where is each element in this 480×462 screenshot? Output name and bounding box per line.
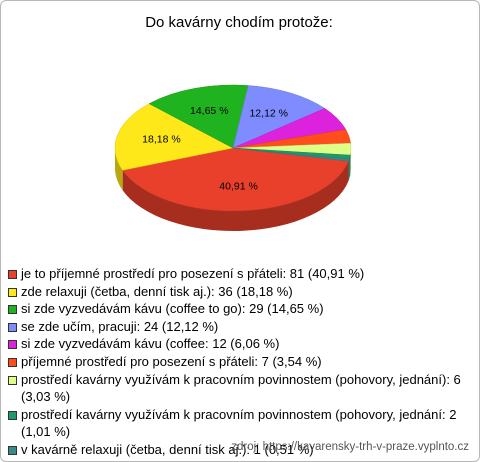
pie-slice-side: [122, 161, 349, 232]
legend-item: si zde vyzvedávám kávu (coffee: 12 (6,06…: [8, 335, 470, 353]
chart-title: Do kavárny chodím protože:: [145, 14, 333, 31]
legend-item: se zde učím, pracuji: 24 (12,12 %): [8, 318, 470, 336]
legend-swatch: [8, 445, 17, 455]
legend-label: se zde učím, pracuji: 24 (12,12 %): [21, 318, 219, 334]
legend-item: zde relaxuji (četba, denní tisk aj.): 36…: [8, 283, 470, 301]
source: zdroj: https://kavarensky-trh-v-praze.vy…: [231, 441, 469, 453]
pie-slice: [114, 103, 234, 171]
pie-slice: [122, 147, 349, 212]
legend-item: v kavárně relaxuji (četba, denní tisk aj…: [8, 441, 470, 459]
legend-item: prostředí kavárny využívám k pracovním p…: [8, 406, 470, 441]
legend-item: si zde vyzvedávám kávu (coffee to go): 2…: [8, 300, 470, 318]
pie-slice: [232, 147, 350, 162]
legend-swatch: [8, 322, 17, 332]
pie-slice: [148, 84, 249, 149]
legend-label: si zde vyzvedávám kávu (coffee to go): 2…: [21, 301, 324, 317]
pie-slice-side: [349, 155, 351, 180]
legend-label: v kavárně relaxuji (četba, denní tisk aj…: [21, 441, 314, 457]
legend-swatch: [8, 340, 17, 350]
legend-item: příjemné prostředí pro posezení s přátel…: [8, 353, 470, 371]
legend-swatch: [8, 357, 17, 367]
pie-slice-side: [115, 148, 123, 191]
legend: je to příjemné prostředí pro posezení s …: [8, 265, 470, 459]
data-label: 40,91 %: [219, 181, 258, 193]
legend-swatch: [8, 287, 17, 297]
legend-label: si zde vyzvedávám kávu (coffee: 12 (6,06…: [21, 336, 280, 352]
legend-item: prostředí kavárny využívám k pracovním p…: [8, 371, 470, 406]
legend-label: zde relaxuji (četba, denní tisk aj.): 36…: [21, 283, 293, 299]
legend-label: příjemné prostředí pro posezení s přátel…: [21, 353, 322, 369]
legend-swatch: [8, 410, 17, 420]
legend-label: je to příjemné prostředí pro posezení s …: [21, 266, 365, 281]
data-label: 18,18 %: [142, 134, 181, 146]
pie-slice-side: [348, 159, 350, 182]
pie-slice: [232, 85, 326, 149]
legend-swatch: [8, 305, 17, 315]
legend-item: je to příjemné prostředí pro posezení s …: [8, 265, 470, 283]
data-label: 12,12 %: [249, 108, 288, 120]
legend-swatch: [8, 375, 17, 385]
legend-label: prostředí kavárny využívám k pracovním p…: [21, 406, 457, 440]
chart: Do kavárny chodím protože: 40,91 % 18,18 …: [114, 14, 352, 232]
data-label: 14,65 %: [190, 105, 229, 117]
legend-label: prostředí kavárny využívám k pracovním p…: [21, 371, 461, 405]
legend-swatch: [8, 270, 17, 279]
